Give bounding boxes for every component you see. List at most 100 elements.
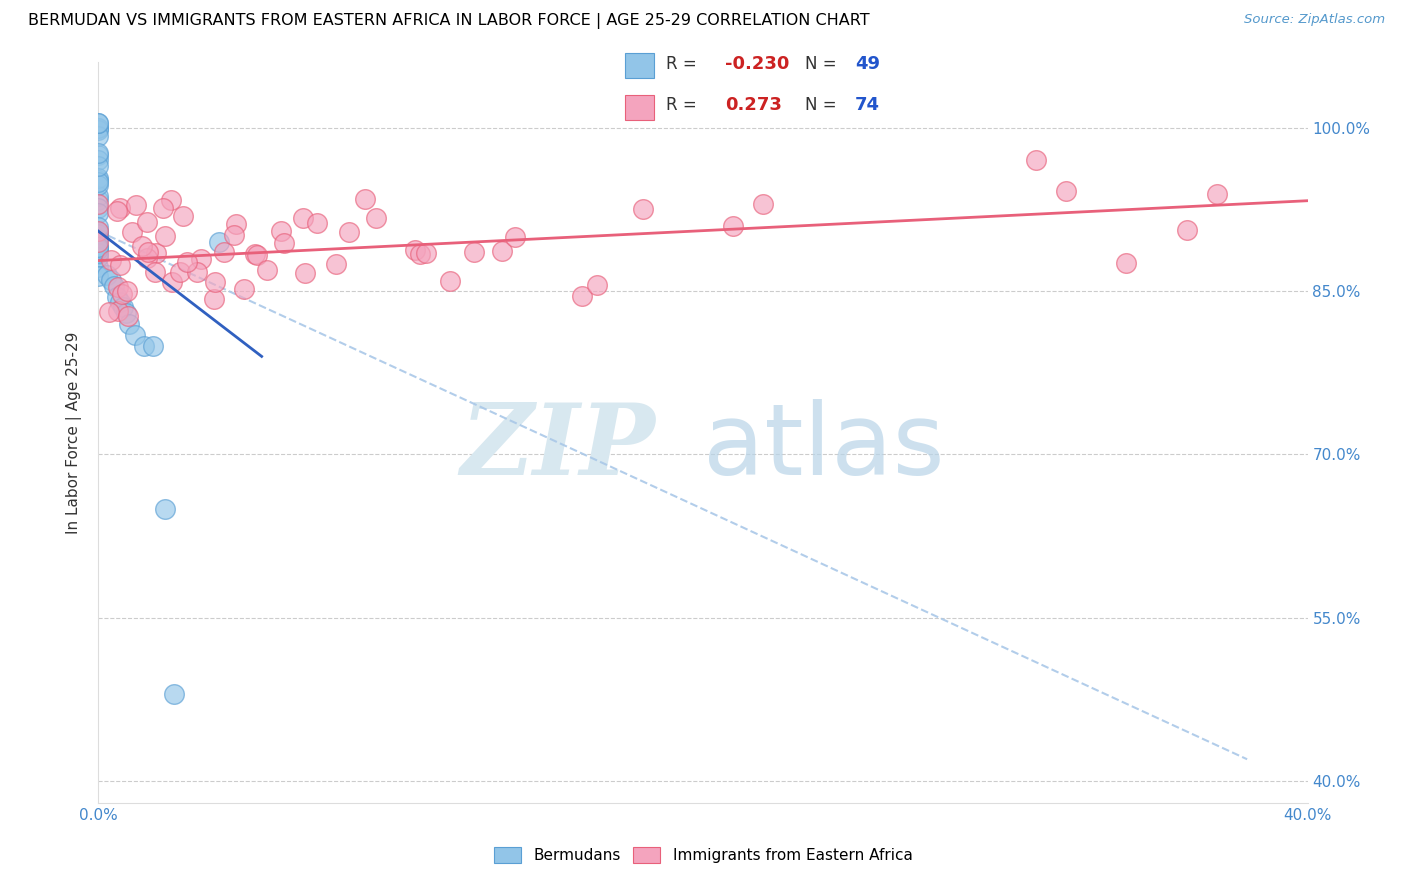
Point — [87, 145, 110, 160]
Point — [105, 203, 128, 218]
Point — [87, 240, 110, 254]
Point — [87, 197, 110, 211]
Point — [169, 265, 191, 279]
Point — [204, 275, 226, 289]
Point — [153, 501, 176, 516]
Point — [108, 201, 131, 215]
Point — [87, 120, 110, 135]
Point — [145, 246, 167, 260]
Text: BERMUDAN VS IMMIGRANTS FROM EASTERN AFRICA IN LABOR FORCE | AGE 25-29 CORRELATIO: BERMUDAN VS IMMIGRANTS FROM EASTERN AFRI… — [28, 13, 870, 29]
Point — [87, 227, 110, 241]
Point — [87, 120, 110, 135]
Point — [1054, 184, 1077, 198]
Text: Source: ZipAtlas.com: Source: ZipAtlas.com — [1244, 13, 1385, 27]
Point — [160, 276, 183, 290]
Point — [87, 243, 110, 257]
Point — [118, 317, 141, 331]
Point — [364, 211, 387, 225]
Point — [96, 268, 118, 282]
Point — [491, 244, 513, 258]
Point — [256, 263, 278, 277]
Point — [117, 309, 139, 323]
Point — [87, 228, 110, 243]
Point — [1206, 187, 1229, 202]
Point — [208, 235, 231, 249]
Point — [136, 251, 159, 265]
Point — [136, 245, 159, 260]
Point — [108, 258, 131, 272]
Point — [270, 224, 292, 238]
Text: ZIP: ZIP — [460, 400, 655, 496]
Point — [571, 289, 593, 303]
Point — [222, 227, 245, 242]
Point — [723, 219, 745, 234]
Point — [337, 225, 360, 239]
Point — [292, 211, 315, 226]
Point — [114, 306, 136, 320]
Point — [186, 265, 208, 279]
Point — [87, 205, 110, 219]
Point — [87, 235, 110, 249]
Point — [87, 247, 110, 261]
Text: R =: R = — [666, 96, 702, 114]
Point — [172, 209, 194, 223]
FancyBboxPatch shape — [624, 53, 654, 78]
Point — [110, 286, 132, 301]
Point — [87, 116, 110, 130]
Point — [87, 201, 110, 215]
Point — [87, 175, 110, 189]
Point — [153, 228, 176, 243]
Point — [87, 123, 110, 137]
Text: atlas: atlas — [703, 399, 945, 496]
Point — [87, 250, 110, 264]
Point — [1024, 153, 1046, 167]
Point — [586, 277, 609, 292]
Point — [107, 304, 129, 318]
Point — [100, 252, 122, 267]
Point — [111, 301, 134, 315]
Point — [415, 246, 437, 260]
Point — [87, 159, 110, 173]
Point — [131, 239, 153, 253]
Point — [142, 338, 165, 352]
Point — [108, 295, 131, 310]
Point — [752, 197, 775, 211]
Point — [87, 219, 110, 234]
Point — [87, 269, 110, 284]
Text: 0.273: 0.273 — [725, 96, 782, 114]
Point — [294, 266, 316, 280]
FancyBboxPatch shape — [624, 95, 654, 120]
Point — [125, 198, 148, 212]
Point — [152, 202, 174, 216]
Point — [439, 275, 461, 289]
Point — [87, 178, 110, 193]
Point — [87, 170, 110, 185]
Point — [87, 232, 110, 246]
Point — [100, 273, 122, 287]
Point — [404, 243, 426, 257]
Point — [307, 217, 329, 231]
Point — [121, 225, 143, 239]
Point — [136, 215, 159, 229]
Text: N =: N = — [804, 96, 842, 114]
Point — [87, 173, 110, 187]
Point — [1115, 256, 1137, 270]
Point — [212, 244, 235, 259]
Point — [87, 116, 110, 130]
Point — [233, 282, 256, 296]
Legend: Bermudans, Immigrants from Eastern Africa: Bermudans, Immigrants from Eastern Afric… — [488, 841, 918, 869]
Point — [87, 239, 110, 253]
Point — [159, 193, 181, 207]
Point — [163, 687, 186, 701]
Point — [273, 235, 295, 250]
Point — [87, 225, 110, 239]
Point — [631, 202, 654, 216]
Point — [87, 246, 110, 260]
Text: 74: 74 — [855, 96, 880, 114]
Point — [1175, 222, 1198, 236]
Point — [87, 224, 110, 238]
Text: N =: N = — [804, 55, 842, 73]
Point — [87, 243, 110, 257]
Point — [87, 129, 110, 144]
Point — [87, 188, 110, 202]
